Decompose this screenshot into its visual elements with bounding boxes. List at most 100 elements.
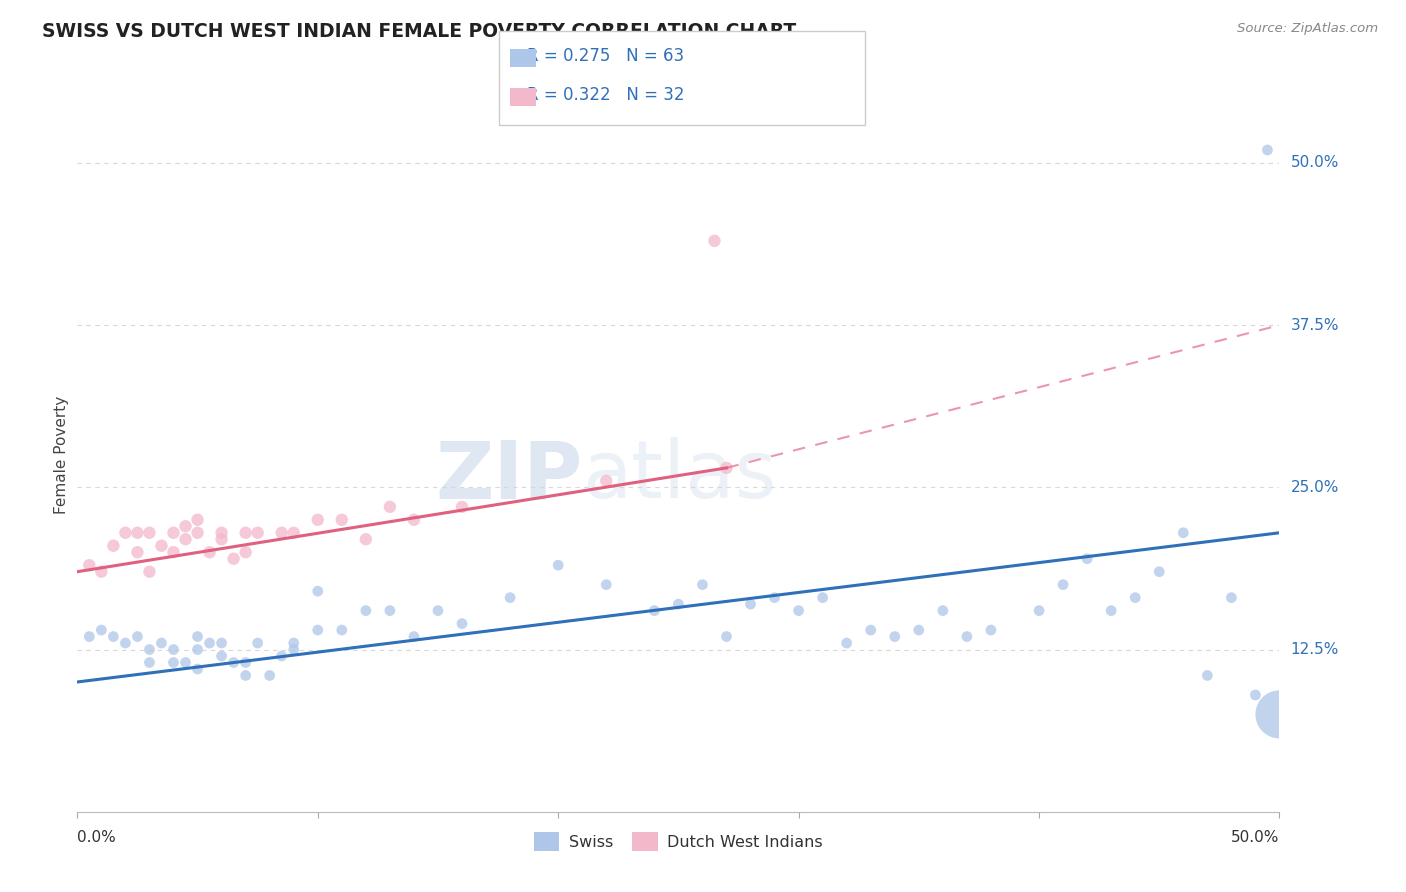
- Point: [330, 623, 353, 637]
- Point: [1173, 525, 1195, 540]
- Point: [283, 642, 305, 657]
- Point: [79, 630, 101, 644]
- Point: [330, 513, 353, 527]
- Point: [283, 525, 305, 540]
- Point: [162, 656, 184, 670]
- Point: [174, 533, 197, 547]
- Point: [716, 630, 738, 644]
- Point: [643, 604, 665, 618]
- Point: [235, 656, 257, 670]
- Point: [211, 636, 233, 650]
- Point: [138, 656, 160, 670]
- Point: [451, 500, 474, 514]
- Point: [246, 636, 269, 650]
- Point: [211, 648, 233, 663]
- Point: [787, 604, 810, 618]
- Point: [174, 656, 197, 670]
- Point: [703, 234, 725, 248]
- Point: [235, 525, 257, 540]
- Text: ZIP: ZIP: [434, 437, 582, 516]
- Point: [127, 525, 149, 540]
- Legend: Swiss, Dutch West Indians: Swiss, Dutch West Indians: [527, 826, 830, 857]
- Text: atlas: atlas: [582, 437, 776, 516]
- Point: [859, 623, 882, 637]
- Point: [127, 630, 149, 644]
- Point: [162, 642, 184, 657]
- Point: [668, 597, 690, 611]
- Point: [1149, 565, 1171, 579]
- Point: [162, 525, 184, 540]
- Point: [307, 584, 329, 599]
- Point: [270, 648, 292, 663]
- Point: [79, 558, 101, 573]
- Point: [186, 525, 209, 540]
- Point: [763, 591, 786, 605]
- Point: [1099, 604, 1122, 618]
- Point: [908, 623, 931, 637]
- Point: [402, 630, 425, 644]
- Point: [211, 525, 233, 540]
- Point: [138, 525, 160, 540]
- Point: [222, 551, 245, 566]
- Text: 0.0%: 0.0%: [77, 830, 117, 845]
- Point: [259, 668, 281, 682]
- Point: [198, 545, 221, 559]
- Point: [150, 539, 173, 553]
- Point: [222, 656, 245, 670]
- Point: [90, 623, 112, 637]
- Text: Source: ZipAtlas.com: Source: ZipAtlas.com: [1237, 22, 1378, 36]
- Point: [174, 519, 197, 533]
- Point: [692, 577, 714, 591]
- Point: [186, 642, 209, 657]
- Point: [246, 525, 269, 540]
- Point: [307, 513, 329, 527]
- Point: [402, 513, 425, 527]
- Text: 50.0%: 50.0%: [1291, 155, 1339, 170]
- Point: [138, 565, 160, 579]
- Point: [378, 604, 401, 618]
- Text: 25.0%: 25.0%: [1291, 480, 1339, 495]
- Text: 37.5%: 37.5%: [1291, 318, 1339, 333]
- Point: [307, 623, 329, 637]
- Point: [354, 604, 377, 618]
- Point: [211, 533, 233, 547]
- Point: [90, 565, 112, 579]
- Point: [138, 642, 160, 657]
- Point: [186, 513, 209, 527]
- Point: [1197, 668, 1219, 682]
- Point: [354, 533, 377, 547]
- Point: [716, 461, 738, 475]
- Text: R = 0.322   N = 32: R = 0.322 N = 32: [527, 87, 685, 104]
- Point: [1123, 591, 1146, 605]
- Point: [270, 525, 292, 540]
- Point: [1028, 604, 1050, 618]
- Point: [595, 474, 617, 488]
- Point: [186, 662, 209, 676]
- Point: [1268, 707, 1291, 722]
- Point: [883, 630, 905, 644]
- Point: [932, 604, 955, 618]
- Y-axis label: Female Poverty: Female Poverty: [53, 396, 69, 514]
- Point: [451, 616, 474, 631]
- Point: [1076, 551, 1098, 566]
- Point: [114, 636, 136, 650]
- Point: [114, 525, 136, 540]
- Point: [1052, 577, 1074, 591]
- Point: [956, 630, 979, 644]
- Point: [150, 636, 173, 650]
- Text: R = 0.275   N = 63: R = 0.275 N = 63: [527, 47, 685, 65]
- Point: [499, 591, 522, 605]
- Point: [811, 591, 834, 605]
- Point: [547, 558, 569, 573]
- Text: 12.5%: 12.5%: [1291, 642, 1339, 657]
- Point: [186, 630, 209, 644]
- Point: [283, 636, 305, 650]
- Point: [595, 577, 617, 591]
- Point: [235, 668, 257, 682]
- Point: [127, 545, 149, 559]
- Point: [103, 539, 125, 553]
- Point: [162, 545, 184, 559]
- Point: [427, 604, 450, 618]
- Point: [980, 623, 1002, 637]
- Point: [198, 636, 221, 650]
